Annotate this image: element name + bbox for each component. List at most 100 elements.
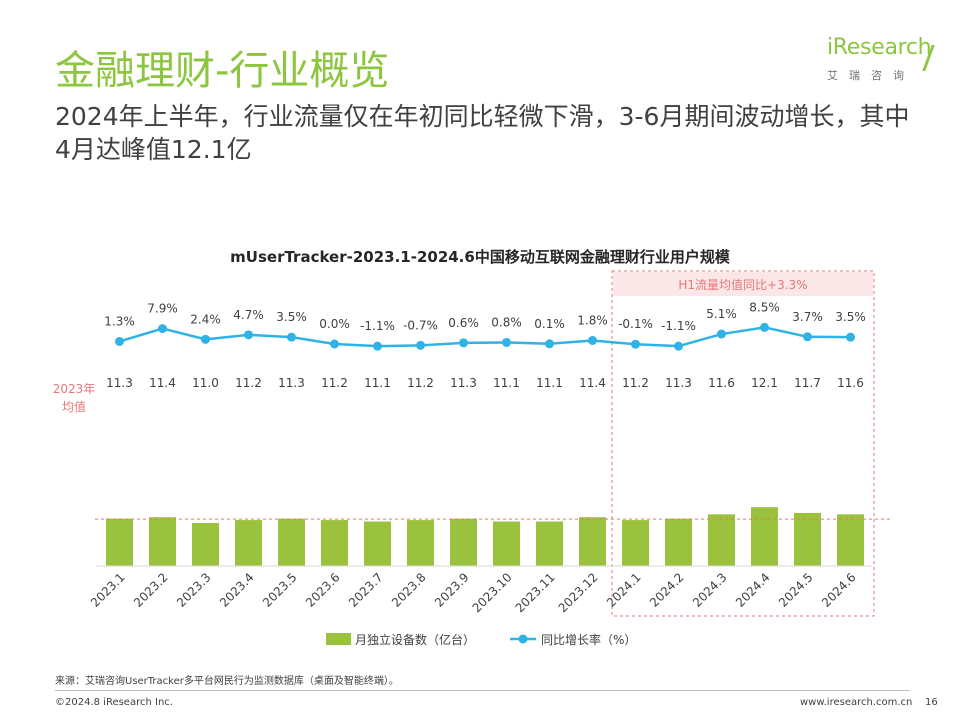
growth-label-2024.1: -0.1% bbox=[618, 317, 653, 331]
bar-2024.3 bbox=[708, 514, 735, 566]
growth-label-2023.8: -0.7% bbox=[403, 318, 438, 332]
bar-label-2024.5: 11.7 bbox=[794, 376, 821, 390]
x-tick-2023.8: 2023.8 bbox=[389, 570, 429, 610]
bar-2024.2 bbox=[665, 518, 692, 566]
growth-label-2023.11: 0.1% bbox=[534, 317, 565, 331]
bar-2024.6 bbox=[837, 514, 864, 566]
legend-line-label: 同比增长率（%） bbox=[541, 632, 636, 647]
growth-point-2024.3 bbox=[717, 329, 726, 339]
growth-label-2023.10: 0.8% bbox=[491, 315, 522, 329]
bar-2023.3 bbox=[192, 522, 219, 566]
x-tick-2023.6: 2023.6 bbox=[303, 570, 343, 610]
footer-divider bbox=[55, 690, 910, 691]
growth-point-2024.1 bbox=[631, 339, 640, 349]
growth-point-2023.3 bbox=[201, 334, 210, 344]
growth-label-2023.9: 0.6% bbox=[448, 316, 479, 330]
x-tick-2023.2: 2023.2 bbox=[131, 570, 171, 610]
bar-2023.10 bbox=[493, 521, 520, 566]
x-tick-2024.3: 2024.3 bbox=[690, 570, 730, 610]
footer-copyright: ©2024.8 iResearch Inc. bbox=[55, 697, 173, 708]
bar-2023.5 bbox=[278, 518, 305, 566]
bar-label-2023.2: 11.4 bbox=[149, 376, 176, 390]
growth-label-2024.4: 8.5% bbox=[749, 300, 780, 314]
x-tick-2023.11: 2023.11 bbox=[513, 570, 558, 615]
bar-label-2023.10: 11.1 bbox=[493, 376, 520, 390]
bar-label-2023.9: 11.3 bbox=[450, 376, 477, 390]
combo-chart: mUserTracker-2023.1-2024.6中国移动互联网金融理财行业用… bbox=[53, 248, 890, 647]
bar-label-2023.6: 11.2 bbox=[321, 376, 348, 390]
legend-bar-swatch bbox=[326, 633, 351, 645]
bar-label-2023.8: 11.2 bbox=[407, 376, 434, 390]
bar-2024.1 bbox=[622, 520, 649, 566]
legend-line-marker bbox=[518, 634, 528, 644]
x-tick-2024.1: 2024.1 bbox=[604, 570, 644, 610]
bar-label-2023.5: 11.3 bbox=[278, 376, 305, 390]
growth-point-2023.12 bbox=[588, 335, 597, 345]
growth-label-2023.12: 1.8% bbox=[577, 313, 608, 327]
bar-2023.1 bbox=[106, 518, 133, 566]
growth-point-2023.11 bbox=[545, 339, 554, 349]
x-tick-2023.7: 2023.7 bbox=[346, 570, 386, 610]
x-tick-2023.12: 2023.12 bbox=[556, 570, 601, 615]
bar-2024.5 bbox=[794, 512, 821, 566]
highlight-banner bbox=[613, 272, 873, 296]
bar-label-2023.1: 11.3 bbox=[106, 376, 133, 390]
growth-label-2024.3: 5.1% bbox=[706, 307, 737, 321]
legend-bar-label: 月独立设备数（亿台） bbox=[355, 632, 475, 647]
bar-label-2023.12: 11.4 bbox=[579, 376, 606, 390]
x-tick-2024.4: 2024.4 bbox=[733, 570, 773, 610]
growth-label-2023.5: 3.5% bbox=[276, 310, 307, 324]
reference-label-line1: 2023年 bbox=[53, 382, 96, 396]
x-tick-2023.5: 2023.5 bbox=[260, 570, 300, 610]
iresearch-logo: iResearch 艾瑞咨询 bbox=[823, 35, 935, 85]
bar-2023.2 bbox=[149, 517, 176, 566]
bar-label-2023.11: 11.1 bbox=[536, 376, 563, 390]
growth-line bbox=[119, 326, 851, 348]
growth-point-2023.2 bbox=[158, 324, 167, 334]
bar-label-2024.3: 11.6 bbox=[708, 376, 735, 390]
growth-point-2023.5 bbox=[287, 332, 296, 342]
bar-label-2024.6: 11.6 bbox=[837, 376, 864, 390]
growth-point-2023.4 bbox=[244, 330, 253, 340]
growth-point-2023.9 bbox=[459, 338, 468, 348]
page-number: 16 bbox=[925, 697, 938, 708]
x-tick-2024.5: 2024.5 bbox=[776, 570, 816, 610]
bar-label-2024.4: 12.1 bbox=[751, 376, 778, 390]
growth-point-2024.6 bbox=[846, 332, 855, 342]
bar-2023.7 bbox=[364, 521, 391, 566]
highlight-box bbox=[611, 270, 875, 617]
growth-label-2023.4: 4.7% bbox=[233, 308, 264, 322]
growth-point-2024.2 bbox=[674, 341, 683, 351]
bar-2023.9 bbox=[450, 518, 477, 566]
bar-label-2024.2: 11.3 bbox=[665, 376, 692, 390]
bar-label-2023.3: 11.0 bbox=[192, 376, 219, 390]
reference-label-line2: 均值 bbox=[62, 399, 86, 414]
bar-2024.4 bbox=[751, 507, 778, 566]
growth-point-2023.8 bbox=[416, 340, 425, 350]
x-tick-2023.9: 2023.9 bbox=[432, 570, 472, 610]
x-tick-2023.1: 2023.1 bbox=[88, 570, 128, 610]
footer-website: www.iresearch.com.cn bbox=[800, 697, 913, 708]
bar-2023.12 bbox=[579, 517, 606, 566]
highlight-label: H1流量均值同比+3.3% bbox=[678, 277, 807, 292]
bar-label-2024.1: 11.2 bbox=[622, 376, 649, 390]
growth-label-2023.6: 0.0% bbox=[319, 317, 350, 331]
bar-label-2023.4: 11.2 bbox=[235, 376, 262, 390]
growth-point-2024.5 bbox=[803, 332, 812, 342]
chart-title: mUserTracker-2023.1-2024.6中国移动互联网金融理财行业用… bbox=[230, 248, 731, 266]
page-subtitle: 2024年上半年，行业流量仅在年初同比轻微下滑，3-6月期间波动增长，其中4月达… bbox=[55, 102, 910, 164]
growth-label-2024.2: -1.1% bbox=[661, 319, 696, 333]
logo-wordmark: iResearch bbox=[827, 35, 932, 60]
bar-2023.11 bbox=[536, 521, 563, 566]
growth-label-2023.7: -1.1% bbox=[360, 319, 395, 333]
bar-2023.6 bbox=[321, 520, 348, 566]
page-title: 金融理财-行业概览 bbox=[55, 48, 390, 94]
growth-label-2024.5: 3.7% bbox=[792, 310, 823, 324]
growth-label-2023.2: 7.9% bbox=[147, 302, 178, 316]
growth-point-2023.10 bbox=[502, 337, 511, 347]
growth-label-2023.1: 1.3% bbox=[104, 314, 135, 328]
bar-2023.8 bbox=[407, 520, 434, 566]
growth-label-2023.3: 2.4% bbox=[190, 312, 221, 326]
x-tick-2023.3: 2023.3 bbox=[174, 570, 214, 610]
bar-2023.4 bbox=[235, 520, 262, 566]
